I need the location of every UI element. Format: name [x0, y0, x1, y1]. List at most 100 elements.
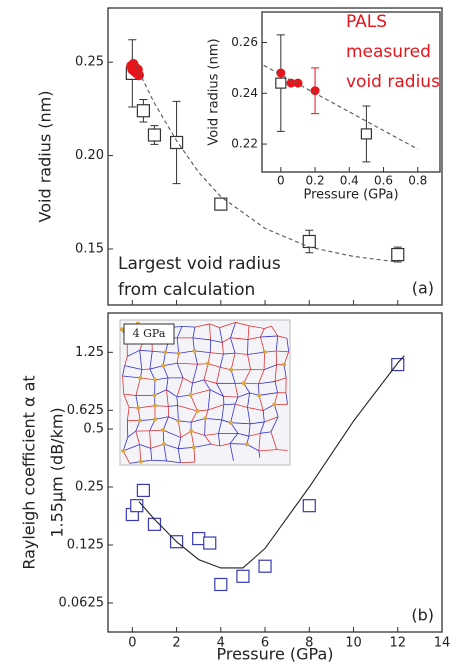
bond [194, 350, 211, 354]
bond [192, 364, 198, 384]
bond [210, 352, 224, 355]
bond [139, 444, 151, 449]
bond [216, 383, 224, 397]
atom [136, 405, 141, 410]
bond [247, 336, 261, 340]
bond [219, 327, 223, 343]
bond [273, 392, 278, 405]
x-axis-label: Pressure (GPa) [216, 645, 333, 664]
atom [206, 361, 211, 366]
bond [154, 416, 169, 420]
bond [248, 325, 265, 329]
bond [207, 404, 224, 411]
bond [194, 350, 198, 365]
atom [161, 428, 166, 433]
x-tick-label: 14 [434, 636, 451, 651]
bond [166, 389, 169, 407]
y-axis-label: Rayleigh coefficient α at [20, 375, 39, 569]
bond [192, 379, 205, 384]
y-tick-label: 0.0625 [59, 596, 105, 611]
marker [258, 559, 272, 573]
marker [130, 499, 144, 513]
bond [210, 339, 223, 343]
image-label-box [123, 323, 175, 345]
y-axis-label: Void radius (nm) [207, 38, 222, 145]
bond [235, 352, 248, 355]
bond [162, 365, 169, 379]
bond [178, 446, 194, 450]
bond [154, 377, 169, 381]
bond [177, 405, 179, 421]
marker [276, 68, 286, 78]
fit-line [263, 64, 419, 150]
y-tick-label: 0.5 [83, 422, 104, 437]
bond [135, 377, 141, 396]
bond [122, 375, 141, 379]
bond [165, 351, 179, 354]
marker [192, 531, 206, 546]
bond [178, 420, 192, 423]
bond [193, 443, 212, 448]
bond [139, 444, 142, 462]
bond [258, 381, 276, 385]
bond [123, 393, 136, 397]
marker [136, 104, 150, 118]
bond [223, 395, 238, 398]
bond [149, 351, 153, 370]
bond [230, 322, 236, 338]
bond [209, 323, 211, 340]
bond [149, 430, 152, 449]
bond [190, 394, 198, 412]
bond [177, 420, 182, 438]
marker [136, 483, 150, 498]
bond [163, 362, 178, 367]
atom [244, 442, 249, 447]
atom [203, 416, 208, 421]
bond [230, 443, 247, 445]
bond [126, 407, 130, 421]
atom [195, 408, 200, 413]
atom [192, 348, 197, 353]
y-tick-label: 0.25 [75, 55, 104, 70]
bond [137, 407, 141, 421]
bond [204, 433, 219, 436]
bond [204, 418, 206, 436]
y-tick-label: 0.625 [67, 403, 104, 418]
bond [166, 460, 181, 464]
marker [147, 128, 162, 142]
bond [223, 352, 236, 355]
bond [258, 392, 278, 396]
bond [122, 365, 126, 377]
bond [243, 369, 251, 384]
bond [234, 383, 239, 398]
bond [218, 433, 221, 447]
bond [247, 325, 250, 340]
bond [205, 417, 222, 421]
y-tick-label: 0.24 [231, 86, 258, 100]
bond [221, 404, 225, 420]
bond [216, 367, 221, 384]
y-tick-label: 0.15 [75, 241, 104, 256]
bond [176, 362, 184, 379]
x-tick-label: 0 [128, 636, 136, 651]
axes-frame [107, 312, 443, 633]
image-label: 4 GPa [133, 327, 166, 340]
bond [163, 429, 181, 438]
atom [152, 377, 157, 382]
y-tick-label: 0.20 [75, 148, 104, 163]
bond [258, 395, 264, 411]
bond [190, 430, 195, 448]
bond [190, 389, 211, 396]
bond [139, 350, 143, 370]
network-image [119, 319, 291, 466]
y-axis-label: 1.55μm (dB/km) [48, 407, 67, 537]
marker [214, 197, 228, 211]
atom [138, 375, 143, 380]
bond [283, 351, 290, 365]
bond [139, 349, 153, 352]
bond [286, 338, 290, 352]
bond [122, 450, 131, 464]
bond [166, 377, 169, 390]
atom [137, 418, 142, 423]
bond [162, 352, 166, 366]
